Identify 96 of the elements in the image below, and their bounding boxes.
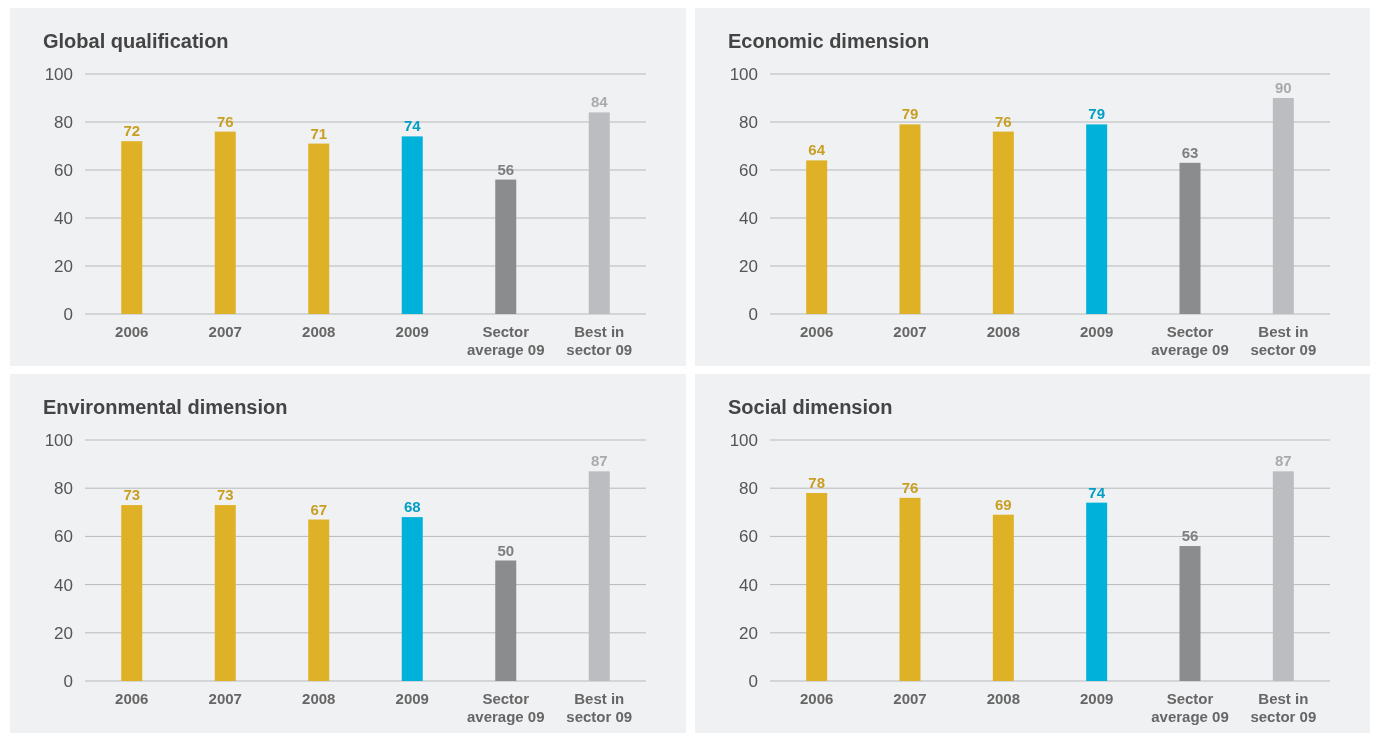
data-label: 84 bbox=[590, 93, 609, 111]
y-tick-label: 0 bbox=[748, 304, 758, 324]
chart-title: Economic dimension bbox=[728, 30, 930, 52]
bar bbox=[806, 493, 828, 681]
bar bbox=[214, 505, 236, 681]
y-tick-label: 100 bbox=[729, 64, 758, 84]
bar bbox=[899, 497, 921, 681]
y-tick-label: 0 bbox=[748, 671, 758, 691]
y-tick-label: 40 bbox=[739, 208, 758, 228]
y-tick-label: 20 bbox=[739, 256, 758, 276]
y-tick-label: 100 bbox=[44, 430, 73, 450]
x-tick-label: 2007 bbox=[208, 323, 242, 340]
x-tick-label: 2008 bbox=[986, 690, 1021, 707]
data-label: 90 bbox=[1274, 79, 1292, 96]
y-tick-label: 20 bbox=[54, 256, 73, 276]
y-tick-label: 0 bbox=[63, 671, 73, 691]
bar bbox=[495, 179, 517, 314]
x-tick-label: 2006 bbox=[799, 323, 834, 340]
data-label: 71 bbox=[310, 124, 328, 142]
y-tick-label: 20 bbox=[54, 623, 73, 643]
bar bbox=[495, 560, 517, 681]
data-label: 67 bbox=[310, 500, 328, 518]
x-tick-label: 2006 bbox=[799, 690, 834, 707]
y-tick-label: 60 bbox=[54, 160, 73, 180]
data-label: 87 bbox=[1274, 452, 1292, 470]
x-tick-label: 2009 bbox=[395, 323, 429, 340]
y-tick-label: 20 bbox=[739, 623, 758, 643]
data-label: 76 bbox=[994, 112, 1012, 130]
x-tick-label: 2008 bbox=[986, 323, 1021, 340]
y-tick-label: 60 bbox=[739, 160, 758, 180]
x-tick-label: 2007 bbox=[893, 323, 927, 340]
data-label: 56 bbox=[1181, 527, 1199, 545]
data-label: 76 bbox=[216, 112, 234, 130]
bar bbox=[308, 519, 330, 681]
x-tick-label: 2009 bbox=[1079, 323, 1114, 340]
chart-title: Environmental dimension bbox=[43, 396, 288, 418]
x-tick-label: Sector average 09 bbox=[466, 690, 545, 725]
y-tick-label: 100 bbox=[44, 64, 73, 84]
data-label: 74 bbox=[1088, 483, 1106, 501]
x-tick-label: 2007 bbox=[893, 690, 927, 707]
y-tick-label: 80 bbox=[54, 479, 73, 499]
data-label: 64 bbox=[808, 141, 826, 159]
data-label: 73 bbox=[123, 486, 141, 504]
bar bbox=[806, 160, 828, 314]
x-tick-label: Sector average 09 bbox=[466, 323, 545, 358]
x-tick-label: 2009 bbox=[1079, 690, 1114, 707]
y-tick-label: 80 bbox=[54, 112, 73, 132]
x-tick-label: 2006 bbox=[115, 690, 149, 707]
data-label: 74 bbox=[403, 117, 422, 135]
x-tick-label: Best in sector 09 bbox=[1250, 690, 1317, 725]
x-tick-label: Best in sector 09 bbox=[566, 690, 633, 725]
data-label: 76 bbox=[901, 478, 919, 496]
bar bbox=[214, 131, 236, 314]
x-tick-label: 2008 bbox=[302, 690, 336, 707]
x-tick-label: Sector average 09 bbox=[1151, 690, 1229, 725]
bar bbox=[121, 141, 143, 314]
bar bbox=[1179, 162, 1201, 314]
bar bbox=[1179, 546, 1201, 681]
data-label: 69 bbox=[994, 495, 1012, 513]
x-tick-label: 2007 bbox=[208, 690, 242, 707]
x-tick-label: Sector average 09 bbox=[1151, 323, 1229, 358]
x-tick-label: Best in sector 09 bbox=[1250, 323, 1317, 358]
x-tick-label: 2008 bbox=[302, 323, 336, 340]
chart-title: Global qualification bbox=[43, 30, 229, 52]
y-tick-label: 80 bbox=[739, 112, 758, 132]
data-label: 78 bbox=[808, 474, 826, 492]
bar bbox=[1086, 124, 1108, 314]
y-tick-label: 60 bbox=[739, 527, 758, 547]
bar bbox=[401, 517, 423, 681]
y-tick-label: 100 bbox=[729, 430, 758, 450]
bar bbox=[121, 505, 143, 681]
data-label: 87 bbox=[590, 452, 608, 470]
data-label: 79 bbox=[1088, 105, 1106, 123]
x-tick-label: 2009 bbox=[395, 690, 429, 707]
y-tick-label: 40 bbox=[54, 575, 73, 595]
bar bbox=[992, 131, 1014, 314]
chart-title: Social dimension bbox=[728, 396, 893, 418]
y-tick-label: 40 bbox=[54, 208, 73, 228]
y-tick-label: 60 bbox=[54, 527, 73, 547]
data-label: 50 bbox=[497, 541, 515, 559]
bar bbox=[308, 143, 330, 314]
bar bbox=[899, 124, 921, 314]
bar bbox=[1086, 502, 1108, 681]
data-label: 73 bbox=[216, 486, 234, 504]
bar bbox=[992, 514, 1014, 681]
data-label: 68 bbox=[403, 498, 421, 516]
bar bbox=[401, 136, 423, 314]
data-label: 56 bbox=[497, 160, 515, 178]
data-label: 79 bbox=[901, 105, 919, 123]
data-label: 63 bbox=[1181, 143, 1199, 161]
y-tick-label: 80 bbox=[739, 479, 758, 499]
x-tick-label: 2006 bbox=[115, 323, 149, 340]
y-tick-label: 40 bbox=[739, 575, 758, 595]
y-tick-label: 0 bbox=[63, 304, 73, 324]
x-tick-label: Best in sector 09 bbox=[566, 323, 633, 358]
data-label: 72 bbox=[123, 122, 141, 140]
